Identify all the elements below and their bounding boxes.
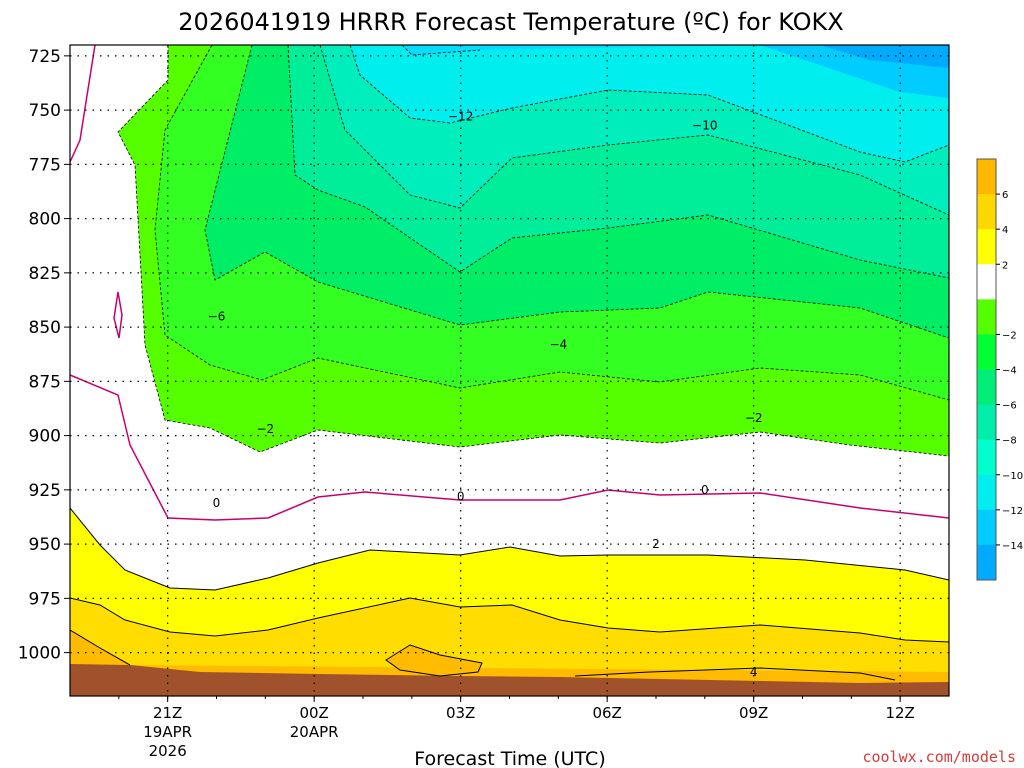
contour-zero-lower [70, 374, 949, 521]
y-tick-label: 950 [29, 535, 61, 555]
colorbar-segment [977, 334, 996, 370]
contour-plus6-blob [385, 644, 483, 677]
fill-minus16 [820, 45, 949, 68]
x-tick-date: 19APR [143, 723, 192, 741]
contour-zero-loop [113, 291, 123, 339]
fill-minus12 [350, 45, 949, 162]
contour-fills [70, 45, 949, 696]
y-axis: 725 750 775 800 825 850 875 900 925 950 975 1000 [18, 47, 70, 664]
contour-labels: −12 −10 −6 −4 −2 −2 0 0 0 2 4 [208, 110, 763, 680]
y-tick-label: 875 [29, 372, 61, 392]
colorbar-segment [977, 229, 996, 265]
colorbar: 6 4 2 −2 −4 −6 −8 −10 −12 −14 [976, 158, 1023, 581]
colorbar-segment [977, 404, 996, 441]
x-tick-label: 12Z [885, 704, 914, 722]
x-axis-label: Forecast Time (UTC) [414, 748, 605, 768]
x-tick-label: 09Z [739, 704, 768, 722]
contour-minus2 [117, 45, 949, 457]
contour-label: −4 [549, 337, 567, 351]
colorbar-segment [977, 194, 996, 230]
colorbar-segment [977, 439, 996, 476]
colorbar-segment [977, 264, 996, 300]
colorbar-label: 6 [1002, 190, 1008, 201]
terrain-fill [70, 664, 949, 696]
colorbar-segment [977, 474, 996, 511]
contour-zero-upper [70, 45, 96, 163]
y-tick-label: 800 [29, 210, 61, 230]
contour-label: 0 [213, 496, 221, 510]
credit-text: coolwx.com/models [862, 748, 1016, 766]
colorbar-segment [977, 369, 996, 406]
x-tick-label: 00Z [299, 704, 328, 722]
colorbar-label: −6 [1002, 401, 1017, 412]
x-tick-year: 2026 [149, 742, 187, 760]
contour-label: 4 [750, 665, 758, 679]
x-tick-date: 20APR [290, 723, 339, 741]
y-tick-label: 750 [29, 101, 61, 121]
contour-minus10 [319, 45, 949, 216]
contour-lines [70, 45, 949, 681]
y-tick-label: 850 [29, 318, 61, 338]
contour-label: 0 [701, 483, 709, 497]
colorbar-label: 2 [1002, 260, 1008, 271]
y-tick-label: 975 [29, 589, 61, 609]
colorbar-label: 4 [1002, 225, 1008, 236]
colorbar-segment [977, 509, 996, 546]
contour-minus4 [154, 45, 949, 401]
contour-minus8 [287, 45, 949, 279]
fill-plus6-blob [386, 645, 482, 676]
contour-plus4-right [574, 667, 896, 681]
fill-minus14 [402, 45, 760, 55]
contour-label: 2 [652, 537, 660, 551]
y-tick-label: 925 [29, 481, 61, 501]
colorbar-label: −14 [1002, 541, 1023, 552]
colorbar-label: −2 [1002, 330, 1017, 341]
y-tick-label: 725 [29, 47, 61, 67]
contour-label: −12 [448, 110, 473, 124]
colorbar-label: −10 [1002, 471, 1023, 482]
colorbar-segment [977, 544, 996, 581]
y-tick-label: 775 [29, 155, 61, 175]
x-tick-label: 03Z [446, 704, 475, 722]
y-tick-label: 900 [29, 427, 61, 447]
contour-minus6 [204, 45, 949, 339]
contour-plus2 [70, 507, 949, 591]
y-tick-label: 825 [29, 264, 61, 284]
contour-label: −10 [692, 118, 717, 132]
x-tick-label: 21Z [153, 704, 182, 722]
contour-minus12 [349, 45, 949, 163]
contour-label: 0 [457, 489, 465, 503]
x-tick-label: 06Z [592, 704, 621, 722]
colorbar-segment [977, 159, 996, 195]
contour-plus6 [70, 629, 131, 666]
contour-label: −2 [256, 422, 274, 436]
colorbar-segment [977, 299, 996, 335]
colorbar-label: −8 [1002, 436, 1017, 447]
y-tick-label: 1000 [18, 644, 61, 664]
contour-plus4 [70, 597, 949, 643]
colorbar-label: −12 [1002, 506, 1023, 517]
contour-label: −2 [745, 411, 763, 425]
chart-title: 2026041919 HRRR Forecast Temperature (ºC… [178, 8, 843, 36]
colorbar-label: −4 [1002, 366, 1017, 377]
contour-label: −6 [208, 309, 226, 323]
